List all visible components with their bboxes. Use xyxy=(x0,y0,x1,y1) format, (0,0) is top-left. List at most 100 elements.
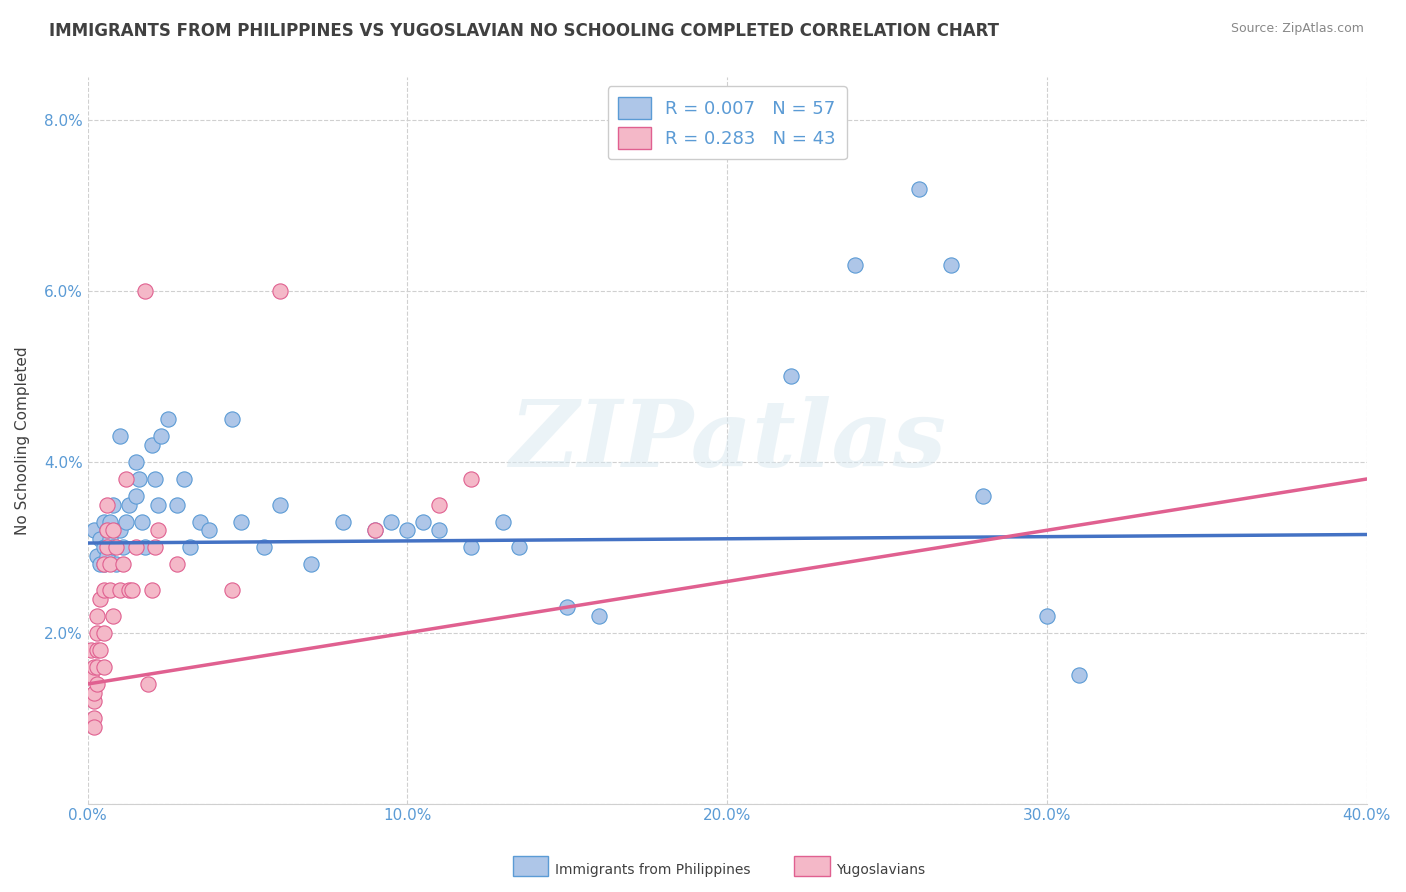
Point xyxy=(103,541,125,555)
Point xyxy=(93,582,115,597)
Point xyxy=(89,532,111,546)
Point xyxy=(83,685,105,699)
Point xyxy=(108,429,131,443)
Point xyxy=(98,582,121,597)
Point xyxy=(86,660,108,674)
Point xyxy=(93,515,115,529)
Point xyxy=(166,498,188,512)
Point xyxy=(908,181,931,195)
Point xyxy=(98,515,121,529)
Point xyxy=(115,472,138,486)
Point xyxy=(103,608,125,623)
Point xyxy=(460,472,482,486)
Point xyxy=(429,523,451,537)
Point xyxy=(93,541,115,555)
Point xyxy=(96,541,118,555)
Point xyxy=(221,582,243,597)
Point xyxy=(108,523,131,537)
Point xyxy=(780,369,803,384)
Point xyxy=(108,582,131,597)
Point xyxy=(96,523,118,537)
Point xyxy=(124,489,146,503)
Point xyxy=(143,472,166,486)
Point xyxy=(508,541,530,555)
Point xyxy=(972,489,994,503)
Point xyxy=(80,668,103,682)
Point xyxy=(252,541,274,555)
Point xyxy=(143,541,166,555)
Point xyxy=(1067,668,1090,682)
Point xyxy=(93,558,115,572)
Point xyxy=(364,523,387,537)
Point xyxy=(96,498,118,512)
Point xyxy=(103,498,125,512)
Point xyxy=(412,515,434,529)
Point xyxy=(83,660,105,674)
Point xyxy=(269,498,291,512)
Text: Yugoslavians: Yugoslavians xyxy=(837,863,925,877)
Point xyxy=(83,523,105,537)
Text: Immigrants from Philippines: Immigrants from Philippines xyxy=(555,863,751,877)
Point xyxy=(131,515,153,529)
Point xyxy=(150,429,173,443)
Text: IMMIGRANTS FROM PHILIPPINES VS YUGOSLAVIAN NO SCHOOLING COMPLETED CORRELATION CH: IMMIGRANTS FROM PHILIPPINES VS YUGOSLAVI… xyxy=(49,22,1000,40)
Point xyxy=(166,558,188,572)
Point xyxy=(89,643,111,657)
Point xyxy=(118,498,141,512)
Point xyxy=(179,541,201,555)
Point xyxy=(89,558,111,572)
Point xyxy=(93,660,115,674)
Point xyxy=(105,558,128,572)
Point xyxy=(429,498,451,512)
Point xyxy=(128,472,150,486)
Point xyxy=(332,515,354,529)
Point xyxy=(98,532,121,546)
Point xyxy=(98,558,121,572)
Point xyxy=(301,558,323,572)
Point xyxy=(198,523,221,537)
Point xyxy=(124,541,146,555)
Point xyxy=(96,523,118,537)
Point xyxy=(492,515,515,529)
Point xyxy=(229,515,252,529)
Legend: R = 0.007   N = 57, R = 0.283   N = 43: R = 0.007 N = 57, R = 0.283 N = 43 xyxy=(607,87,846,160)
Point xyxy=(83,694,105,708)
Point xyxy=(124,455,146,469)
Point xyxy=(396,523,419,537)
Point xyxy=(156,412,179,426)
Point xyxy=(460,541,482,555)
Point xyxy=(111,541,134,555)
Point xyxy=(134,284,156,298)
Point xyxy=(115,515,138,529)
Point xyxy=(588,608,610,623)
Point xyxy=(555,600,578,615)
Point xyxy=(380,515,402,529)
Point xyxy=(118,582,141,597)
Point xyxy=(141,438,163,452)
Point xyxy=(86,625,108,640)
Point xyxy=(80,643,103,657)
Point xyxy=(364,523,387,537)
Point xyxy=(105,541,128,555)
Point xyxy=(134,541,156,555)
Point xyxy=(146,523,169,537)
Point xyxy=(188,515,211,529)
Y-axis label: No Schooling Completed: No Schooling Completed xyxy=(15,346,30,535)
Point xyxy=(86,549,108,563)
Point xyxy=(111,558,134,572)
Point xyxy=(93,558,115,572)
Point xyxy=(103,523,125,537)
Point xyxy=(89,591,111,606)
Point xyxy=(1036,608,1059,623)
Point xyxy=(83,711,105,725)
Point xyxy=(96,549,118,563)
Point xyxy=(221,412,243,426)
Point xyxy=(844,259,866,273)
Point xyxy=(83,720,105,734)
Point xyxy=(173,472,195,486)
Point xyxy=(146,498,169,512)
Point xyxy=(939,259,962,273)
Text: Source: ZipAtlas.com: Source: ZipAtlas.com xyxy=(1230,22,1364,36)
Point xyxy=(86,608,108,623)
Point xyxy=(86,677,108,691)
